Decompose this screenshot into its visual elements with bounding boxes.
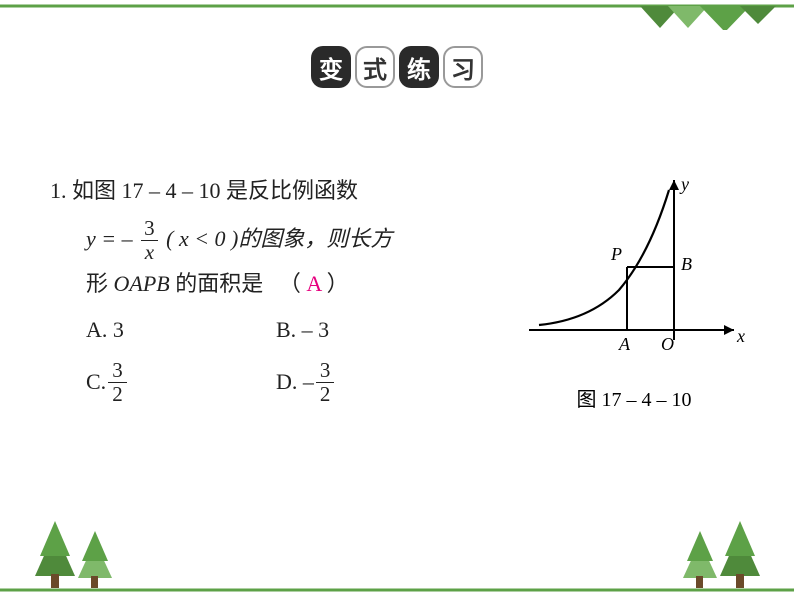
option-d-num: 3 — [316, 360, 335, 382]
frac-numerator: 3 — [140, 218, 159, 240]
answer-bracket: （ A ） — [269, 263, 359, 305]
option-b-label: B. – 3 — [276, 309, 329, 351]
frac-denominator: x — [141, 240, 158, 263]
question-line-2: y = ‒ 3 x ( x < 0 )的图象，则长方 — [50, 218, 500, 263]
section-title-badge: 变 式 练 习 — [0, 46, 794, 88]
option-b: B. – 3 — [276, 309, 466, 351]
question-number: 1. — [50, 178, 67, 203]
question-line-1: 1. 如图 17 – 4 – 10 是反比例函数 — [50, 170, 500, 212]
option-c-prefix: C. — [86, 361, 106, 403]
point-b-label: B — [681, 254, 692, 274]
tree-right-1 — [683, 531, 717, 588]
badge-char-3: 练 — [399, 46, 439, 88]
badge-char-1: 变 — [311, 46, 351, 88]
point-a-label: A — [618, 334, 631, 354]
tree-left-1 — [35, 521, 75, 588]
tree-right-2 — [720, 521, 760, 588]
top-decor — [0, 0, 794, 30]
question-block: 1. 如图 17 – 4 – 10 是反比例函数 y = ‒ 3 x ( x <… — [50, 170, 500, 403]
option-a-label: A. 3 — [86, 309, 124, 351]
graph-svg: y x P B A O — [519, 170, 749, 370]
point-o-label: O — [661, 334, 674, 354]
question-text-1: 如图 17 – 4 – 10 是反比例函数 — [72, 178, 358, 203]
formula-prefix: y = ‒ — [86, 226, 133, 251]
option-c-den: 2 — [108, 382, 127, 405]
option-a: A. 3 — [86, 309, 276, 351]
option-d: D. ‒ 3 2 — [276, 361, 466, 403]
badge-char-2: 式 — [355, 46, 395, 88]
question-line-3: 形 OAPB 的面积是 （ A ） — [50, 263, 500, 305]
option-c-num: 3 — [108, 360, 127, 382]
question-text-3: 的面积是 — [170, 271, 264, 296]
axis-y-label: y — [679, 174, 689, 194]
badge-char-4: 习 — [443, 46, 483, 88]
option-d-den: 2 — [316, 382, 335, 405]
figure-area: y x P B A O 图 17 – 4 – 10 — [514, 170, 754, 412]
answer-letter: A — [306, 271, 321, 296]
options-grid: A. 3 B. – 3 C. 3 2 D. ‒ 3 2 — [50, 309, 500, 403]
point-p-label: P — [610, 244, 622, 264]
oapb-label: OAPB — [114, 271, 170, 296]
formula-condition: ( x < 0 )的图象，则长方 — [166, 226, 392, 251]
option-c: C. 3 2 — [86, 361, 276, 403]
axis-x-label: x — [736, 326, 745, 346]
figure-caption: 图 17 – 4 – 10 — [514, 383, 754, 412]
formula-fraction: 3 x — [140, 218, 159, 263]
bottom-decor — [0, 516, 794, 596]
option-c-fraction: 3 2 — [108, 360, 127, 405]
option-d-prefix: D. ‒ — [276, 361, 314, 403]
option-d-fraction: 3 2 — [316, 360, 335, 405]
question-text-2: 形 — [86, 271, 114, 296]
tree-left-2 — [78, 531, 112, 588]
